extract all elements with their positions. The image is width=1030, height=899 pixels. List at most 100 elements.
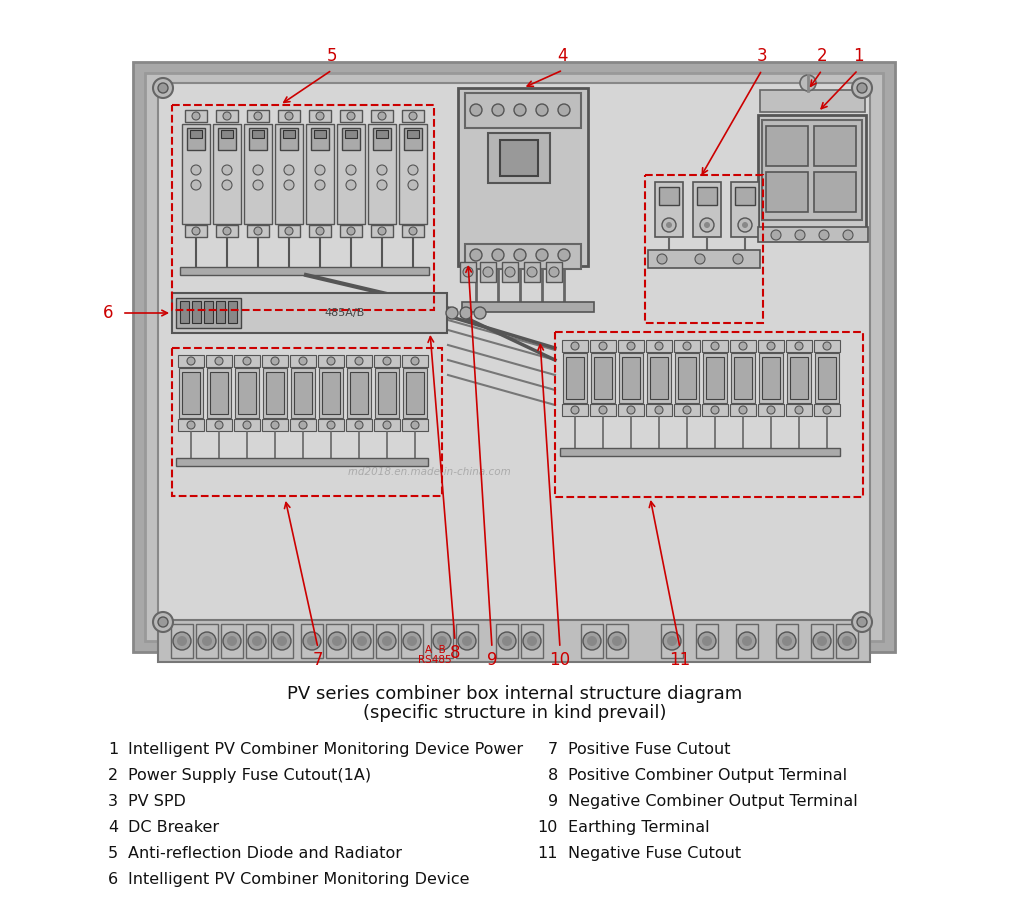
Circle shape	[608, 632, 626, 650]
Circle shape	[497, 632, 516, 650]
Bar	[275, 124, 303, 224]
Text: 5: 5	[108, 846, 118, 861]
Bar	[327, 624, 348, 658]
Bar	[646, 340, 672, 352]
Bar	[346, 419, 372, 431]
Circle shape	[299, 421, 307, 429]
Bar	[488, 133, 550, 183]
Circle shape	[655, 406, 663, 414]
Bar	[351, 624, 373, 658]
Circle shape	[408, 180, 418, 190]
Bar	[758, 404, 784, 416]
Circle shape	[667, 636, 677, 646]
Bar	[678, 357, 696, 399]
Bar	[496, 624, 518, 658]
Bar	[309, 225, 331, 237]
Circle shape	[558, 104, 570, 116]
Bar	[500, 140, 538, 176]
Bar	[562, 340, 588, 352]
Bar	[262, 419, 288, 431]
Bar	[456, 624, 478, 658]
Circle shape	[158, 617, 168, 627]
Text: 3: 3	[108, 794, 118, 809]
Bar	[590, 404, 616, 416]
Bar	[207, 368, 231, 418]
Bar	[247, 225, 269, 237]
Circle shape	[177, 636, 187, 646]
Circle shape	[711, 406, 719, 414]
Circle shape	[739, 218, 752, 232]
Bar	[460, 262, 476, 282]
Bar	[216, 301, 225, 323]
Bar	[376, 130, 388, 138]
Circle shape	[817, 636, 827, 646]
Bar	[706, 357, 724, 399]
Bar	[318, 419, 344, 431]
Circle shape	[683, 406, 691, 414]
Circle shape	[285, 112, 293, 120]
Bar	[563, 353, 587, 403]
Circle shape	[514, 104, 526, 116]
Circle shape	[187, 357, 195, 365]
Circle shape	[446, 307, 458, 319]
Text: Positive Combiner Output Terminal: Positive Combiner Output Terminal	[568, 768, 847, 783]
Bar	[176, 298, 241, 328]
Circle shape	[627, 406, 636, 414]
Bar	[674, 404, 700, 416]
Circle shape	[771, 230, 781, 240]
Text: 4: 4	[558, 47, 569, 65]
Circle shape	[587, 636, 597, 646]
Bar	[342, 128, 360, 150]
Bar	[786, 340, 812, 352]
Circle shape	[378, 632, 396, 650]
Bar	[465, 244, 581, 269]
Circle shape	[382, 636, 392, 646]
Text: 4: 4	[108, 820, 118, 835]
Bar	[655, 182, 683, 237]
Text: 2: 2	[108, 768, 118, 783]
Circle shape	[271, 421, 279, 429]
Circle shape	[346, 165, 356, 175]
Bar	[731, 182, 759, 237]
Bar	[249, 128, 267, 150]
Bar	[234, 419, 260, 431]
Bar	[182, 372, 200, 414]
Circle shape	[411, 357, 419, 365]
Circle shape	[662, 218, 676, 232]
Circle shape	[838, 632, 856, 650]
Bar	[521, 624, 543, 658]
Bar	[190, 130, 202, 138]
Text: 11: 11	[670, 651, 691, 669]
Circle shape	[470, 249, 482, 261]
Bar	[818, 357, 836, 399]
Bar	[404, 128, 422, 150]
Bar	[346, 355, 372, 367]
Circle shape	[492, 249, 504, 261]
Bar	[192, 301, 201, 323]
Circle shape	[316, 227, 324, 235]
Bar	[176, 458, 428, 466]
Bar	[675, 353, 699, 403]
Circle shape	[698, 632, 716, 650]
Bar	[216, 225, 238, 237]
Bar	[647, 353, 671, 403]
Circle shape	[198, 632, 216, 650]
Circle shape	[778, 632, 796, 650]
Circle shape	[502, 636, 512, 646]
Bar	[814, 404, 840, 416]
Bar	[762, 357, 780, 399]
Circle shape	[377, 180, 387, 190]
Bar	[462, 302, 594, 312]
Bar	[693, 182, 721, 237]
Bar	[247, 110, 269, 122]
Circle shape	[307, 636, 317, 646]
Circle shape	[284, 165, 294, 175]
Bar	[618, 404, 644, 416]
Text: RS485: RS485	[418, 655, 452, 665]
Bar	[560, 448, 840, 456]
Bar	[555, 332, 863, 497]
Text: A  B: A B	[424, 645, 445, 655]
Bar	[735, 187, 755, 205]
Circle shape	[583, 632, 600, 650]
Circle shape	[191, 165, 201, 175]
